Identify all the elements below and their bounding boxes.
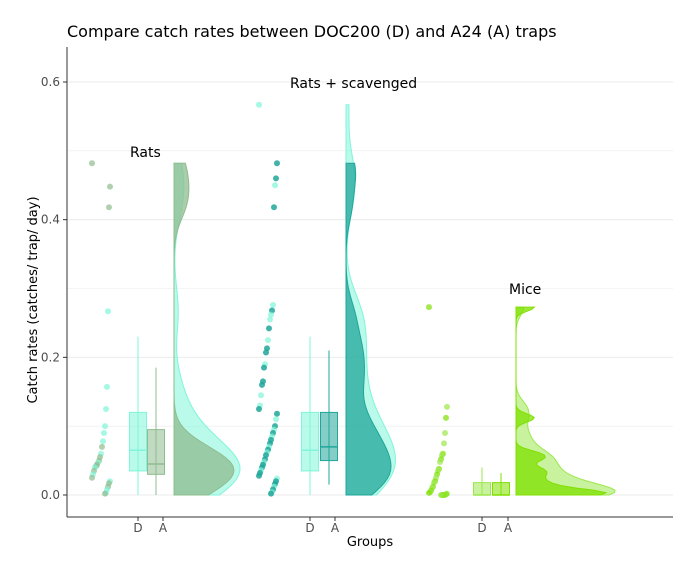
data-point <box>274 160 280 167</box>
chart-title: Compare catch rates between DOC200 (D) a… <box>67 22 557 41</box>
data-point <box>256 472 262 479</box>
y-tick-label: 0.4 <box>41 213 60 227</box>
data-point <box>274 410 280 417</box>
data-point <box>426 304 432 311</box>
box-a <box>147 429 165 475</box>
density-cloud-a <box>515 306 608 496</box>
data-point <box>103 405 109 412</box>
density-clouds <box>173 104 616 496</box>
box-a <box>492 482 510 496</box>
data-point <box>261 364 267 371</box>
data-point <box>104 383 110 390</box>
data-point <box>258 392 264 399</box>
boxplots <box>129 336 510 496</box>
data-point <box>107 183 113 190</box>
data-point <box>102 423 108 430</box>
data-points <box>89 101 450 498</box>
density-cloud-a <box>345 162 392 496</box>
group-label: Mice <box>509 282 541 298</box>
data-point <box>272 182 278 189</box>
data-point <box>444 403 450 410</box>
x-axis-title: Groups <box>347 535 394 550</box>
group-label: Rats + scavenged <box>290 76 417 92</box>
data-point <box>443 414 449 421</box>
data-point <box>266 325 272 332</box>
data-point <box>99 443 105 450</box>
data-point <box>256 101 262 108</box>
data-point <box>106 204 112 211</box>
y-tick-label: 0.6 <box>41 75 60 89</box>
group-label: Rats <box>130 145 161 161</box>
data-point <box>442 430 448 437</box>
data-point <box>100 438 106 445</box>
data-point <box>268 490 274 497</box>
data-point <box>259 381 265 388</box>
box-d <box>301 411 319 472</box>
x-tick-label: A <box>331 521 340 535</box>
data-point <box>267 316 273 323</box>
data-point <box>102 490 108 497</box>
data-point <box>89 474 95 481</box>
data-point <box>256 405 262 412</box>
x-tick-label: A <box>159 521 168 535</box>
box-d <box>129 411 147 472</box>
x-tick-label: D <box>477 521 486 535</box>
y-tick-label: 0.2 <box>41 350 60 364</box>
data-point <box>89 160 95 167</box>
x-tick-label: D <box>133 521 142 535</box>
y-axis-title: Catch rates (catches/ trap/ day) <box>26 196 41 403</box>
data-point <box>101 430 107 437</box>
data-point <box>441 440 447 447</box>
y-tick-label: 0.0 <box>41 488 60 502</box>
data-point <box>438 492 444 498</box>
data-point <box>265 337 271 344</box>
x-tick-label: A <box>504 521 513 535</box>
data-point <box>270 302 276 309</box>
data-point <box>271 204 277 211</box>
axes: 0.0 0.2 0.4 0.6 D A D A D A Groups Catch rates (cat… <box>26 47 673 550</box>
annotations: Rats Rats + scavenged Mice <box>130 76 541 298</box>
data-point <box>273 175 279 182</box>
data-point <box>105 308 111 315</box>
box-a <box>320 411 338 462</box>
box-d <box>473 482 491 496</box>
data-point <box>426 489 432 496</box>
data-point <box>263 349 269 356</box>
data-point <box>268 311 274 318</box>
x-tick-label: D <box>305 521 314 535</box>
data-point <box>437 458 443 465</box>
data-point <box>273 416 279 423</box>
density-cloud-a <box>173 162 235 496</box>
